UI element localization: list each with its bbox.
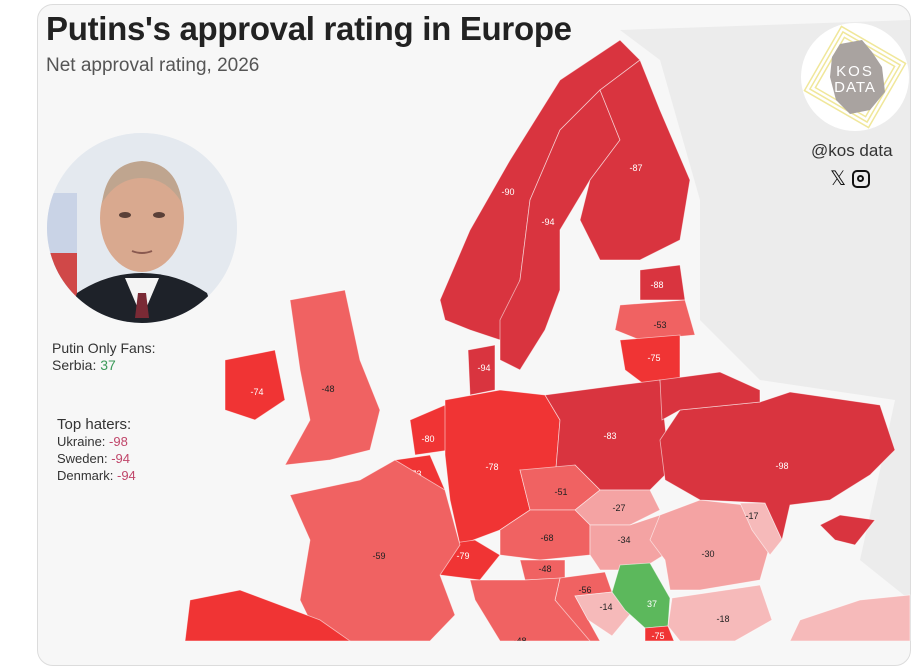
country-sweden (499, 89, 621, 371)
country-finland (579, 59, 691, 261)
svg-text:DATA: DATA (834, 79, 876, 96)
haters-section: Top haters: Ukraine: -98 Sweden: -94 Den… (57, 416, 136, 484)
country-spain (184, 589, 351, 641)
value-label-denmark: -94 (477, 363, 490, 373)
value-label-germany: -78 (485, 462, 498, 472)
haters-item: Sweden: -94 (57, 450, 136, 467)
country-ukraine (659, 391, 896, 542)
haters-value: -94 (116, 468, 136, 483)
value-label-slovakia: -27 (612, 503, 625, 513)
fans-value: 37 (100, 357, 116, 373)
value-label-estonia: -88 (650, 280, 663, 290)
value-label-croatia: -56 (578, 585, 591, 595)
country-slovenia (519, 559, 566, 581)
fans-heading: Putin Only Fans: (52, 340, 156, 356)
social-handle: @kos data (811, 141, 893, 160)
country-ireland (224, 349, 286, 421)
country-france (289, 459, 461, 641)
value-label-ukraine: -98 (775, 461, 788, 471)
europe-map: -90-94-87-88-53-75-94-74-48-80-73-78-83-… (184, 20, 911, 641)
value-label-switzerland: -79 (456, 551, 469, 561)
value-label-poland: -83 (603, 431, 616, 441)
haters-country: Denmark: (57, 468, 114, 483)
value-label-italy: -48 (513, 636, 526, 641)
value-label-czechia: -51 (554, 487, 567, 497)
page-title: Putins's approval rating in Europe (46, 10, 572, 47)
country-kosovo (644, 625, 675, 641)
country-turkey (789, 594, 911, 641)
value-label-ireland: -74 (250, 387, 263, 397)
country-united-kingdom (284, 289, 381, 466)
country-netherlands (409, 404, 451, 456)
haters-value: -94 (111, 451, 131, 466)
country-italy (469, 577, 591, 641)
fans-section: Putin Only Fans: Serbia: 37 (52, 340, 156, 374)
kos-data-logo: KOS DATA (800, 22, 910, 132)
fans-country: Serbia: (52, 357, 97, 373)
value-label-latvia: -53 (653, 320, 666, 330)
instagram-icon[interactable] (852, 169, 871, 188)
value-label-france: -59 (372, 551, 385, 561)
page-subtitle: Net approval rating, 2026 (46, 55, 260, 76)
value-label-kosovo: -75 (651, 631, 664, 641)
russia-region (620, 20, 910, 600)
country-bosnia-and-herzegovina (574, 591, 633, 637)
value-label-norway: -90 (501, 187, 514, 197)
haters-value: -98 (109, 434, 128, 449)
value-label-netherlands: -80 (421, 434, 434, 444)
haters-country: Ukraine: (57, 434, 106, 449)
value-label-united-kingdom: -48 (321, 384, 334, 394)
value-label-finland: -87 (629, 163, 642, 173)
value-label-moldova: -17 (745, 511, 758, 521)
value-label-austria: -68 (540, 533, 553, 543)
country-bulgaria (667, 584, 773, 641)
haters-item: Denmark: -94 (57, 467, 136, 484)
putin-portrait (47, 133, 237, 323)
haters-country: Sweden: (57, 451, 108, 466)
value-label-bosnia-and-herzegovina: -14 (599, 602, 612, 612)
social-icons: 𝕏 (830, 166, 871, 191)
country-ukraine (819, 514, 876, 546)
country-belarus (659, 371, 761, 421)
value-label-romania: -30 (701, 549, 714, 559)
country-romania (649, 499, 771, 591)
country-denmark (467, 344, 496, 396)
haters-item: Ukraine: -98 (57, 433, 136, 450)
svg-text:KOS: KOS (836, 63, 874, 80)
value-label-sweden: -94 (541, 217, 554, 227)
x-icon[interactable]: 𝕏 (830, 168, 847, 190)
value-label-bulgaria: -18 (716, 614, 729, 624)
value-label-slovenia: -48 (538, 564, 551, 574)
value-label-serbia: 37 (647, 599, 657, 609)
haters-heading: Top haters: (57, 416, 132, 433)
value-label-lithuania: -75 (647, 353, 660, 363)
fans-item: Serbia: 37 (52, 357, 156, 374)
value-label-hungary: -34 (617, 535, 630, 545)
